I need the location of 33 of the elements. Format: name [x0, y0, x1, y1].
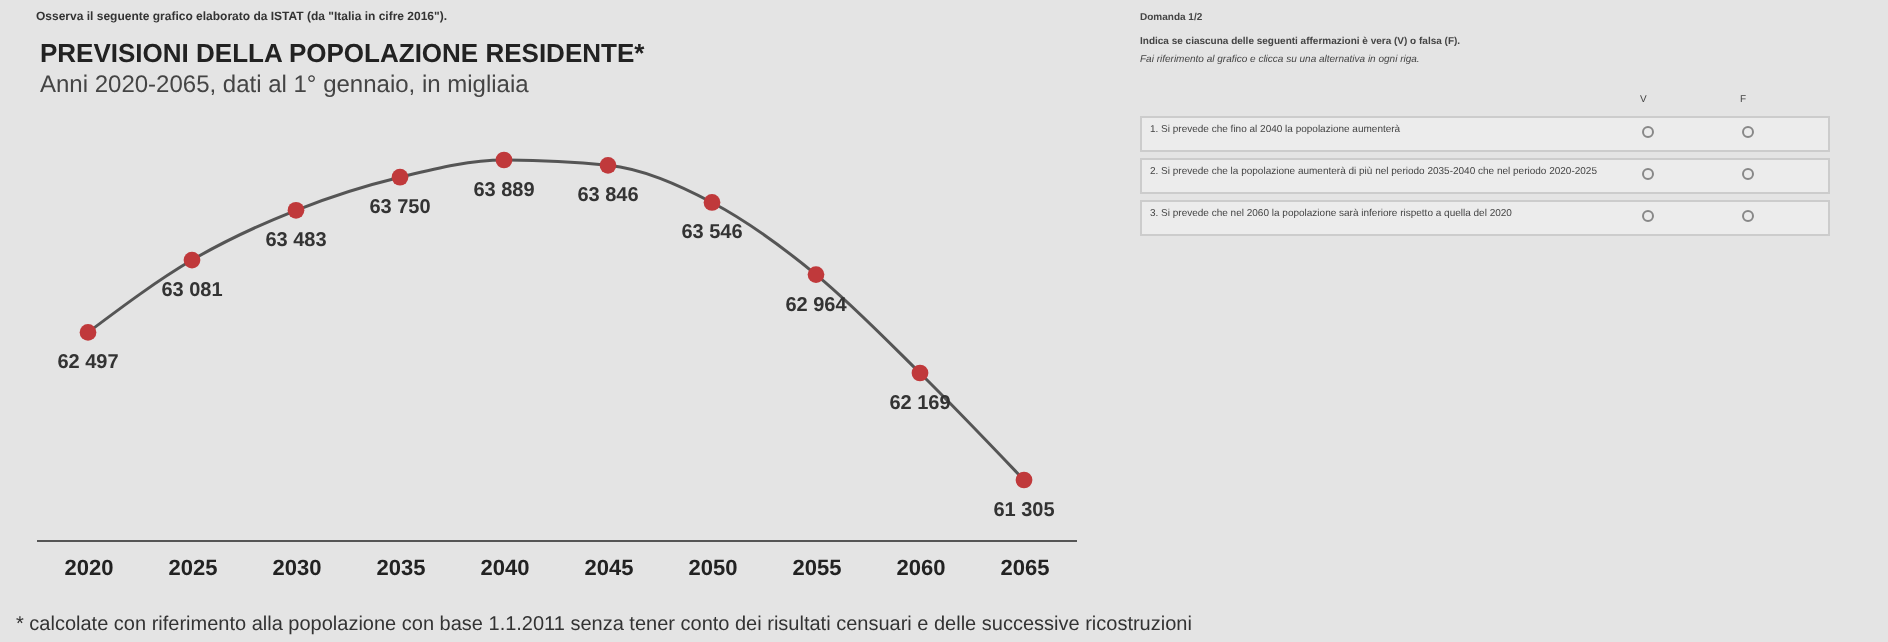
text: * calcolate con riferimento alla popolazione con base 1.1.2011 senza tener conto dei risultati censuari e delle successive ricostruzioni — [16, 614, 1192, 636]
data-label: 62 169 — [889, 393, 952, 415]
x-tick-label: 2020 — [64, 557, 114, 581]
point — [599, 156, 617, 174]
data-label: 63 846 — [577, 185, 640, 208]
chart-title: PREVISIONI DELLA POPOLAZIONE RESIDENTE* — [40, 37, 647, 68]
point — [391, 168, 409, 186]
point — [183, 251, 201, 269]
point — [495, 151, 513, 169]
point — [703, 194, 721, 211]
x-tick-label: 2040 — [480, 557, 530, 581]
data-label: 61 305 — [993, 500, 1056, 522]
point — [1015, 471, 1033, 489]
point — [911, 364, 929, 382]
x-tick-label: 2060 — [896, 557, 946, 581]
chart-subtitle: Anni 2020-2065, dati al 1° gennaio, in migliaia — [40, 69, 530, 98]
x-tick-label: 2065 — [1000, 557, 1050, 581]
data-label: 63 081 — [161, 280, 224, 303]
x-tick-label: 2050 — [688, 557, 738, 581]
x-tick-label: 2055 — [792, 557, 842, 581]
x-tick-label: 2045 — [584, 557, 634, 581]
data-label: 63 483 — [265, 230, 328, 253]
point — [287, 201, 305, 219]
point — [807, 266, 825, 283]
data-label: 63 889 — [473, 180, 536, 202]
x-tick-label: 2030 — [272, 557, 322, 581]
data-label: 63 546 — [681, 222, 744, 245]
data-label: 62 497 — [57, 352, 120, 375]
data-label: 62 964 — [785, 294, 848, 317]
x-tick-label: 2035 — [376, 557, 426, 581]
point — [79, 324, 97, 341]
data-label: 63 750 — [369, 197, 432, 220]
x-tick-label: 2025 — [168, 557, 218, 581]
